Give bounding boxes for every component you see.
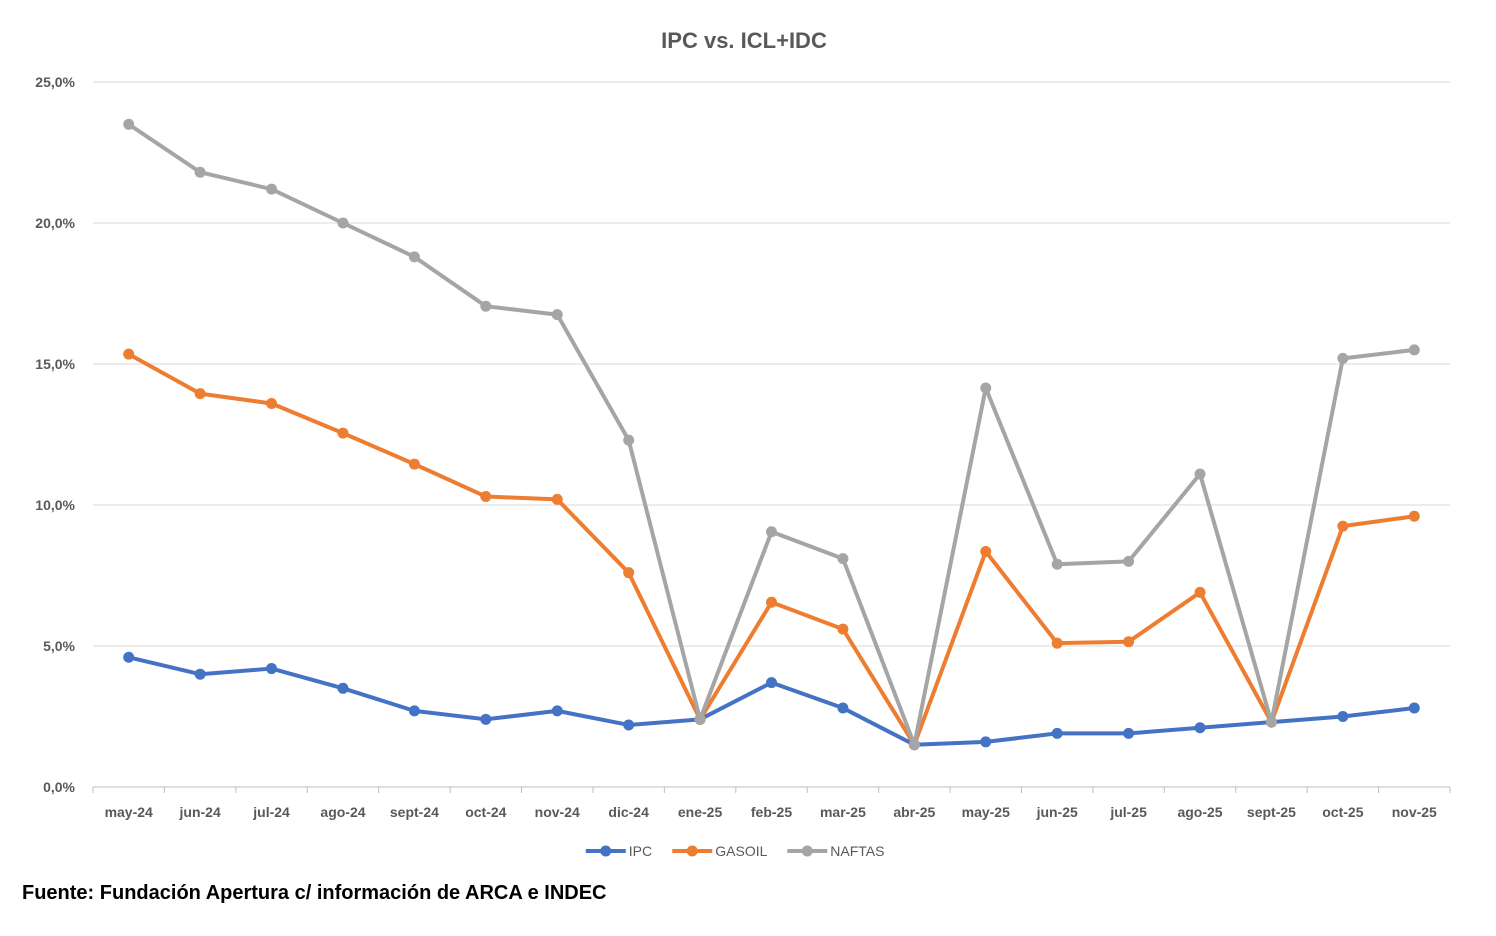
data-point <box>194 166 206 178</box>
x-tick-label: jun-25 <box>1036 804 1078 820</box>
data-point <box>337 682 349 694</box>
data-point <box>551 309 563 321</box>
x-tick-label: mar-25 <box>820 804 866 820</box>
x-tick-label: sept-24 <box>390 804 439 820</box>
data-point <box>1051 727 1063 739</box>
data-point <box>766 677 777 689</box>
x-axis-ticks: may-24 jun-24 jul-24 ago-24 sept-24 oct-24 nov… <box>92 787 1451 820</box>
data-point <box>123 348 135 360</box>
data-point <box>1194 468 1206 480</box>
source-note: Fuente: Fundación Apertura c/ informació… <box>22 882 607 904</box>
data-point <box>1051 637 1063 649</box>
y-tick-label: 20,0% <box>35 215 75 231</box>
data-point <box>480 300 492 312</box>
data-point <box>908 739 920 751</box>
data-point <box>1194 722 1206 734</box>
gridlines <box>93 81 1450 788</box>
x-tick-label: jun-24 <box>179 804 221 820</box>
data-point <box>1123 727 1135 739</box>
data-point <box>194 668 206 680</box>
data-point <box>694 713 706 725</box>
data-point <box>766 526 777 538</box>
series-naftas <box>123 118 1420 751</box>
data-point <box>623 567 635 579</box>
data-point <box>766 596 777 608</box>
data-point <box>123 651 135 663</box>
data-point <box>1337 520 1349 532</box>
data-point <box>1408 344 1420 356</box>
x-tick-label: ago-25 <box>1177 804 1222 820</box>
series-gasoil <box>123 348 1420 751</box>
y-tick-label: 10,0% <box>35 497 75 513</box>
data-point <box>1337 352 1349 364</box>
data-point <box>623 434 635 446</box>
legend-marker <box>686 845 698 857</box>
data-point <box>623 719 635 731</box>
data-point <box>1265 716 1277 728</box>
data-point <box>980 546 992 558</box>
data-point <box>266 663 278 675</box>
y-axis-ticks: 0,0% 5,0% 10,0% 15,0% 20,0% 25,0% <box>35 74 75 795</box>
x-tick-label: feb-25 <box>751 804 792 820</box>
series-line <box>128 655 1415 747</box>
chart-title: IPC vs. ICL+IDC <box>661 28 827 53</box>
data-point <box>408 458 420 470</box>
data-point <box>1408 510 1420 522</box>
data-point <box>194 388 206 400</box>
x-tick-label: ago-24 <box>320 804 365 820</box>
data-point <box>1337 711 1349 722</box>
x-tick-label: nov-24 <box>535 804 580 820</box>
data-point <box>480 713 492 725</box>
data-point <box>837 553 849 565</box>
data-point <box>837 623 849 635</box>
series-ipc <box>123 651 1420 751</box>
data-point <box>337 427 349 439</box>
x-tick-label: nov-25 <box>1392 804 1437 820</box>
x-tick-label: oct-25 <box>1322 804 1363 820</box>
x-tick-label: may-25 <box>962 804 1010 820</box>
x-tick-label: may-24 <box>105 804 153 820</box>
data-point <box>337 217 349 229</box>
x-tick-label: oct-24 <box>465 804 506 820</box>
y-tick-label: 5,0% <box>43 638 75 654</box>
y-tick-label: 15,0% <box>35 356 75 372</box>
data-point <box>551 705 563 717</box>
series-lines <box>123 118 1420 751</box>
data-point <box>980 382 992 394</box>
data-point <box>980 736 992 748</box>
data-point <box>266 183 278 195</box>
legend-label: IPC <box>629 843 652 859</box>
line-chart: IPC vs. ICL+IDC 0,0% 5,0% 10,0% 15,0% 20,0% 2… <box>35 28 1451 859</box>
data-point <box>1408 702 1420 714</box>
series-line <box>127 122 1415 747</box>
x-tick-label: dic-24 <box>608 804 649 820</box>
y-tick-label: 0,0% <box>43 779 75 795</box>
data-point <box>480 491 492 503</box>
data-point <box>1123 636 1135 648</box>
x-tick-label: jul-25 <box>1109 804 1147 820</box>
data-point <box>408 705 420 717</box>
legend-item-ipc: IPC <box>585 843 652 859</box>
y-tick-label: 25,0% <box>35 74 75 90</box>
legend: IPC GASOIL NAFTAS <box>585 843 884 859</box>
data-point <box>1051 558 1063 570</box>
legend-marker <box>600 845 612 857</box>
legend-label: GASOIL <box>715 843 767 859</box>
data-point <box>123 118 135 130</box>
x-tick-label: jul-24 <box>252 804 290 820</box>
x-tick-label: abr-25 <box>893 804 935 820</box>
x-tick-label: ene-25 <box>678 804 723 820</box>
legend-label: NAFTAS <box>830 843 884 859</box>
data-point <box>837 702 849 714</box>
data-point <box>266 397 278 409</box>
x-tick-label: sept-25 <box>1247 804 1296 820</box>
data-point <box>408 251 420 263</box>
data-point <box>1194 586 1206 598</box>
legend-item-gasoil: GASOIL <box>672 843 768 859</box>
legend-item-naftas: NAFTAS <box>787 843 884 859</box>
data-point <box>551 493 563 505</box>
legend-marker <box>801 845 813 857</box>
data-point <box>1123 555 1135 567</box>
